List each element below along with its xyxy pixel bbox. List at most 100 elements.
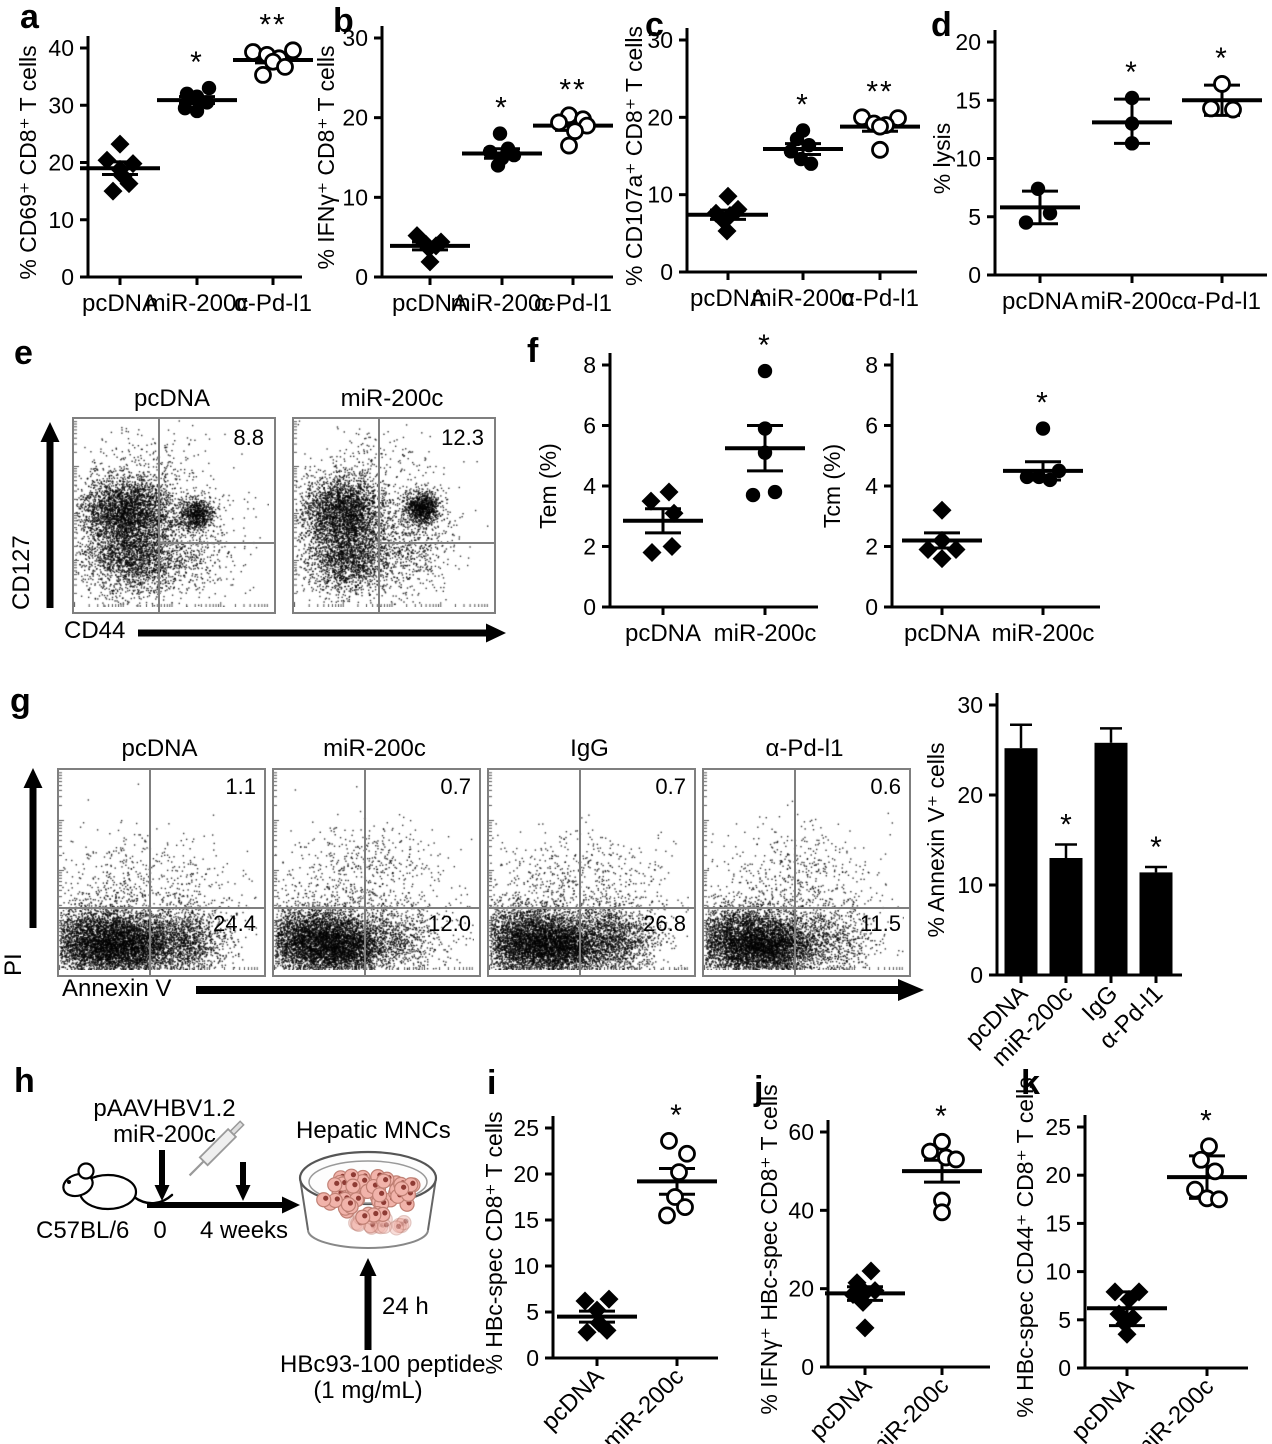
- chart-text: 20: [342, 105, 368, 131]
- chart-text: 0: [1058, 1355, 1071, 1381]
- flow-g-igg-horizontal-gate: [489, 907, 694, 909]
- flow-g-title-mir200c: miR-200c: [323, 735, 426, 762]
- chart-text: miR-200c: [714, 620, 817, 647]
- data-point: [714, 211, 734, 231]
- flow-e-pcdna-gate-value: 8.8: [233, 425, 264, 450]
- chart-text: pcDNA: [904, 620, 980, 647]
- data-point: [1129, 1282, 1149, 1302]
- chart-text: Tem (%): [535, 443, 561, 529]
- data-point: [946, 540, 966, 560]
- flow-g-x-axis-arrow: [196, 979, 924, 1001]
- cell: [332, 1174, 348, 1191]
- chart-text: 60: [788, 1119, 814, 1145]
- flow-e-plot-mir200c: 12.3: [292, 417, 496, 614]
- flow-g-apdl1-upper-value: 0.6: [870, 774, 901, 799]
- bar: [1139, 872, 1173, 975]
- data-point: [416, 234, 436, 254]
- chart-text: *: [758, 329, 772, 362]
- cell: [333, 1170, 349, 1186]
- injection-arrow-week0: [154, 1150, 170, 1201]
- chart-text: 0: [865, 594, 878, 620]
- data-point: [1031, 469, 1047, 485]
- data-point: [431, 232, 451, 252]
- chart-text: 10: [48, 207, 74, 233]
- mouse-ear: [77, 1162, 95, 1180]
- flow-g-igg-dotcloud: [489, 770, 689, 970]
- chart-text: % lysis: [929, 123, 955, 195]
- petri-dish-illustration: [298, 1150, 438, 1249]
- cell: [388, 1175, 404, 1191]
- chart-text: 25: [1045, 1114, 1071, 1140]
- data-point: [494, 151, 510, 166]
- flow-g-pcdna-lower-value: 24.4: [213, 911, 256, 936]
- flow-g-mir200c-dotcloud: [274, 770, 474, 970]
- chart-text: 20: [513, 1161, 539, 1187]
- data-point: [506, 147, 522, 163]
- chart-text: 30: [48, 92, 74, 118]
- data-point: [767, 484, 783, 500]
- cell: [360, 1206, 377, 1222]
- flow-g-pcdna-horizontal-gate: [59, 907, 264, 909]
- flow-e-mir200c-dotcloud: [294, 419, 489, 607]
- cell: [370, 1181, 387, 1198]
- data-point: [757, 363, 773, 379]
- data-point: [1124, 136, 1140, 151]
- data-point: [757, 421, 773, 436]
- cell: [359, 1183, 376, 1199]
- data-point: [853, 1292, 873, 1312]
- data-point: [662, 537, 682, 556]
- flow-g-y-axis-label: PI: [0, 953, 27, 976]
- chart-text: miR-200c: [863, 1372, 955, 1444]
- flow-g-y-axis-arrow: [23, 768, 43, 928]
- flow-e-pcdna-vertical-gate: [158, 419, 160, 612]
- cell: [370, 1205, 386, 1222]
- chart-text: *: [190, 46, 204, 79]
- data-point: [189, 103, 205, 119]
- peptide-label-line2: (1 mg/mL): [313, 1377, 423, 1404]
- data-point: [932, 549, 952, 569]
- chart-text: pcDNA: [1066, 1373, 1139, 1444]
- chart-text: 0: [970, 962, 983, 988]
- data-point: [1051, 463, 1067, 479]
- panel-e-letter: e: [14, 334, 33, 372]
- data-point: [1213, 75, 1231, 93]
- cell: [348, 1192, 365, 1208]
- data-point: [745, 487, 761, 503]
- cell: [396, 1178, 412, 1195]
- chart-text: miR-200c: [451, 290, 554, 317]
- data-point: [1018, 215, 1034, 230]
- chart-text: 15: [513, 1207, 539, 1233]
- chart-text: 15: [955, 87, 981, 113]
- cell: [399, 1196, 415, 1212]
- chart-text: 40: [788, 1197, 814, 1223]
- chart-text: 20: [48, 150, 74, 176]
- data-point: [855, 1318, 875, 1338]
- chart-text: **: [259, 8, 286, 41]
- flow-e-y-axis-label: CD127: [8, 535, 35, 610]
- data-point: [589, 1313, 609, 1333]
- cell: [335, 1176, 351, 1192]
- data-point: [676, 1198, 694, 1217]
- cell: [371, 1193, 387, 1209]
- data-point: [932, 530, 952, 550]
- cell: [355, 1174, 371, 1190]
- data-point: [728, 199, 748, 219]
- data-point: [658, 1206, 676, 1225]
- chart-text: % IFNγ⁺ CD8⁺ T cells: [313, 45, 339, 269]
- chart-text: 4: [583, 473, 596, 499]
- flow-g-igg-lower-value: 26.8: [643, 911, 686, 936]
- chart-text: miR-200c: [598, 1363, 690, 1444]
- data-point: [1186, 1180, 1204, 1199]
- cell: [339, 1203, 355, 1219]
- data-point: [865, 1281, 885, 1301]
- chart-text: 30: [957, 692, 983, 718]
- chart-text: 0: [61, 264, 74, 290]
- data-point: [482, 144, 498, 160]
- chart-text: *: [1060, 809, 1072, 842]
- mouse-strain-label: C57BL/6: [36, 1217, 130, 1244]
- panel-f-chart-f1: 0 2 4 6 8 pcDNA miR-200c Tem (%) *: [535, 329, 818, 647]
- cell: [355, 1179, 371, 1195]
